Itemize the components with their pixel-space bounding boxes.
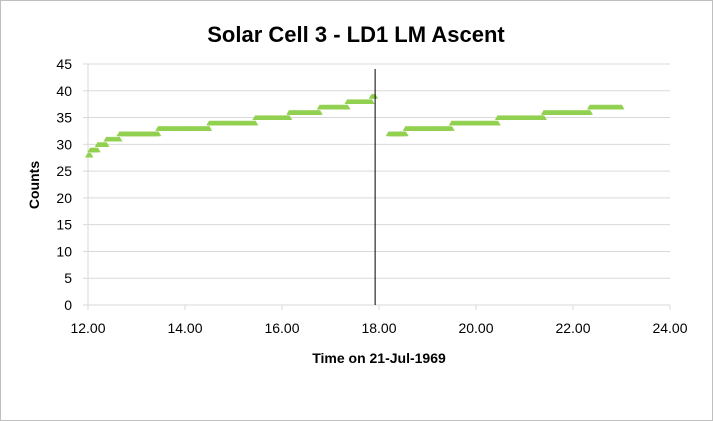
y-axis-label: Counts (26, 161, 42, 209)
data-point (402, 131, 409, 137)
axes (83, 63, 671, 310)
data-point (494, 120, 501, 126)
data-point (116, 136, 123, 142)
data-point (586, 109, 593, 115)
data-point (540, 115, 547, 121)
y-tick-label: 30 (56, 136, 72, 152)
y-tick-label: 25 (56, 163, 72, 179)
x-axis-label: Time on 21-Jul-1969 (312, 350, 446, 366)
x-tick-label: 20.00 (458, 320, 493, 336)
data-point (368, 98, 375, 104)
data-point (103, 141, 110, 147)
data-points (85, 93, 625, 158)
y-tick-label: 35 (56, 110, 72, 126)
data-point (87, 152, 94, 158)
y-tick-label: 45 (56, 56, 72, 72)
y-tick-label: 0 (64, 297, 72, 313)
y-tick-label: 5 (64, 270, 72, 286)
data-point (286, 115, 293, 121)
x-tick-label: 12.00 (70, 320, 105, 336)
data-point (206, 125, 213, 131)
y-tick-labels: 0 5 10 15 20 25 30 35 40 45 (56, 56, 72, 313)
y-tick-label: 15 (56, 217, 72, 233)
x-tick-label: 16.00 (264, 320, 299, 336)
y-tick-label: 20 (56, 190, 72, 206)
data-point (316, 109, 323, 115)
x-tick-label: 14.00 (167, 320, 202, 336)
grid-lines (88, 63, 670, 279)
data-point (344, 104, 351, 110)
data-point (94, 147, 101, 153)
data-point (252, 120, 259, 126)
data-point (155, 131, 162, 137)
x-tick-label: 24.00 (652, 320, 687, 336)
data-point (448, 125, 455, 131)
y-tick-label: 10 (56, 243, 72, 259)
y-tick-label: 40 (56, 83, 72, 99)
data-point (618, 104, 625, 110)
chart-title: Solar Cell 3 - LD1 LM Ascent (207, 22, 505, 47)
x-tick-label: 18.00 (361, 320, 396, 336)
x-tick-label: 22.00 (555, 320, 590, 336)
x-tick-labels: 12.00 14.00 16.00 18.00 20.00 22.00 24.00 (70, 320, 687, 336)
